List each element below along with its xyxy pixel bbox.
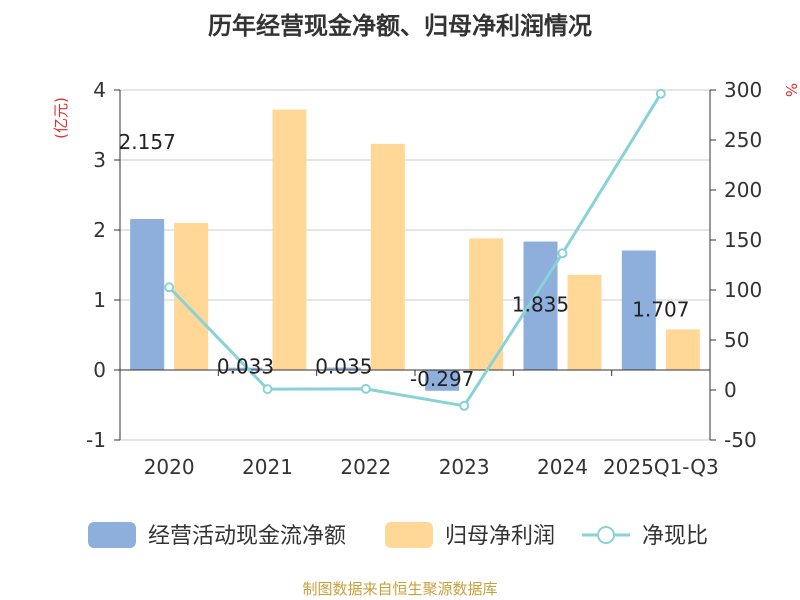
chart-title: 历年经营现金净额、归母净利润情况	[208, 12, 592, 40]
x-tick-label: 2020	[144, 455, 195, 479]
bar-layer	[130, 109, 700, 391]
y-right-axis-label: %	[782, 83, 800, 97]
bar-cashflow	[326, 367, 361, 370]
data-label: -0.297	[410, 367, 474, 391]
bar-netprofit	[469, 238, 504, 370]
data-label: 1.835	[512, 293, 569, 317]
legend: 经营活动现金流净额 归母净利润 净现比	[88, 522, 708, 549]
bar-netprofit	[665, 329, 700, 370]
data-label: 1.707	[632, 298, 689, 322]
bar-cashflow	[130, 219, 165, 370]
line-point	[655, 88, 666, 99]
y-left-tick-label: 4	[93, 78, 106, 102]
bar-cashflow	[228, 367, 263, 370]
legend-label: 归母净利润	[445, 524, 555, 549]
legend-swatch-marker	[597, 526, 615, 544]
y-left-tick-label: 1	[93, 288, 106, 312]
legend-label: 净现比	[642, 524, 708, 549]
data-label: 2.157	[119, 130, 176, 154]
y-right-tick-label: 300	[724, 78, 762, 102]
bar-netprofit	[272, 109, 307, 370]
y-right-tick-label: 250	[724, 128, 762, 152]
line-ratio	[168, 92, 663, 408]
y-left-axis-label: (亿元)	[52, 97, 70, 139]
y-right-tick-label: 0	[724, 378, 737, 402]
bar-netprofit	[567, 274, 602, 370]
line-point	[459, 400, 470, 411]
x-tick-label: 2021	[242, 455, 293, 479]
x-tick-label: 2023	[439, 455, 490, 479]
x-tick-label: 2022	[340, 455, 391, 479]
data-label: 0.033	[217, 355, 274, 379]
line-point	[262, 384, 273, 395]
y-left-tick-label: -1	[86, 428, 106, 452]
y-left-tick-label: 3	[93, 148, 106, 172]
legend-swatch	[385, 522, 433, 548]
axis-layer: -1 0 1 2 3 4 -50 0 50 100 150 200 250 300 (亿元)% 2020 202…	[52, 78, 800, 479]
y-right-tick-label: 100	[724, 278, 762, 302]
y-right-tick-label: 150	[724, 228, 762, 252]
legend-swatch	[88, 522, 136, 548]
source-note: 制图数据来自恒生聚源数据库	[302, 580, 498, 598]
line-point	[360, 383, 371, 394]
legend-label: 经营活动现金流净额	[148, 524, 346, 549]
bar-cashflow	[425, 370, 460, 391]
y-left-tick-label: 0	[93, 358, 106, 382]
bar-netprofit	[370, 143, 405, 370]
y-right-tick-label: 50	[724, 328, 749, 352]
x-tick-label: 2025Q1-Q3	[603, 455, 719, 479]
data-label: 0.035	[315, 355, 372, 379]
label-layer: 2.157 0.033 0.035 -0.297 1.835 1.707	[119, 130, 690, 391]
bar-cashflow	[621, 250, 656, 370]
line-layer	[164, 88, 666, 411]
y-left-tick-label: 2	[93, 218, 106, 242]
line-point	[164, 282, 175, 293]
x-tick-label: 2024	[537, 455, 588, 479]
y-right-tick-label: 200	[724, 178, 762, 202]
y-right-tick-label: -50	[724, 428, 757, 452]
line-point	[557, 248, 568, 259]
